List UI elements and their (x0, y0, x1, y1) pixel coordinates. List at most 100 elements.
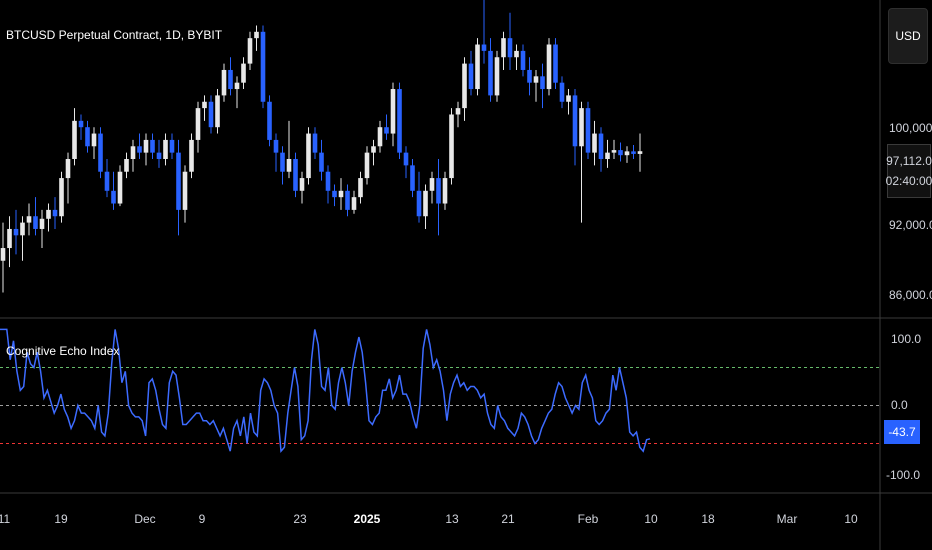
candle (72, 108, 77, 166)
candle (514, 44, 519, 70)
price-tick-100000: 100,000.0 (889, 121, 932, 135)
candle (345, 184, 350, 217)
candle (533, 69, 539, 102)
candle (260, 25, 266, 109)
symbol-title: BTCUSD Perpetual Contract, 1D, BYBIT (6, 28, 223, 42)
time-tick-label: 21 (501, 512, 515, 526)
candle (221, 63, 227, 102)
candle (611, 139, 617, 159)
candle (455, 101, 461, 128)
price-tick-86000: 86,000.0 (889, 288, 932, 302)
candle (540, 63, 545, 109)
candle (215, 89, 220, 134)
candle (358, 171, 363, 204)
candle (475, 38, 480, 96)
time-tick-label: 11 (0, 512, 11, 526)
candle (579, 101, 584, 223)
candle (559, 76, 565, 109)
candle (189, 133, 194, 179)
candle (319, 139, 324, 181)
time-tick-label: 23 (293, 512, 307, 526)
candle (124, 152, 129, 179)
candle (481, 0, 487, 64)
candle (429, 171, 435, 204)
time-tick-label: 19 (54, 512, 68, 526)
candle (208, 95, 214, 134)
candle (364, 146, 370, 185)
candle (520, 44, 526, 77)
candle (592, 120, 597, 166)
candle (546, 38, 552, 96)
candle (624, 146, 630, 163)
candle (397, 82, 402, 159)
candle (312, 127, 318, 159)
time-tick-label: 18 (701, 512, 715, 526)
candle (182, 165, 188, 223)
candle (325, 165, 331, 204)
candle (449, 108, 454, 185)
candle (566, 89, 571, 115)
currency-button[interactable]: USD (888, 8, 928, 64)
candle (202, 95, 207, 121)
indicator-series (0, 328, 651, 454)
candle (598, 127, 604, 172)
candle (494, 50, 500, 102)
candle (117, 165, 123, 207)
candle (468, 50, 474, 96)
indicator-tick-100: 100.0 (891, 332, 922, 346)
indicator-tick-minus100: -100.0 (886, 468, 921, 482)
candle (234, 76, 240, 109)
candle (462, 57, 467, 121)
candle (195, 101, 201, 153)
candle (46, 203, 51, 232)
time-tick-label: 9 (198, 512, 206, 526)
candle (384, 114, 389, 140)
candle (293, 152, 298, 198)
candle (436, 159, 441, 236)
candle (416, 171, 422, 223)
candle (332, 184, 337, 207)
candle (273, 133, 279, 172)
candle (20, 216, 25, 261)
time-tick-label: Feb (577, 512, 599, 526)
price-tick-92000: 92,000.0 (889, 218, 932, 232)
candle (299, 171, 305, 204)
candlestick-series (0, 0, 643, 293)
indicator-tick-0: 0.0 (891, 398, 908, 412)
candle (442, 171, 448, 210)
cei-line (0, 328, 651, 454)
candle (156, 139, 162, 168)
candle (33, 197, 38, 236)
candle (91, 127, 97, 159)
time-tick-label: Dec (134, 512, 156, 526)
candle (176, 139, 181, 236)
candle (169, 133, 175, 159)
candle (247, 31, 253, 70)
candle (351, 190, 357, 214)
candle (254, 25, 259, 51)
time-tick-label: Mar (776, 512, 798, 526)
candle (0, 222, 6, 293)
candle (130, 139, 136, 172)
candle (104, 159, 110, 198)
candle (338, 178, 344, 210)
candle (98, 127, 103, 179)
indicator-value-label: -43.7 (884, 420, 920, 444)
candle (403, 146, 409, 179)
time-tick-label: 13 (445, 512, 459, 526)
candle (371, 139, 376, 166)
candle (488, 38, 493, 102)
candle (85, 120, 90, 153)
candle (280, 146, 285, 185)
candle (631, 145, 636, 159)
candle (553, 38, 558, 90)
last-price-label: 97,112.0 02:40:00 (886, 144, 932, 198)
candle (59, 171, 64, 223)
candle (286, 120, 292, 179)
candle (527, 57, 532, 96)
time-tick-label: 10 (844, 512, 858, 526)
candle (390, 82, 396, 147)
candle (423, 184, 428, 229)
